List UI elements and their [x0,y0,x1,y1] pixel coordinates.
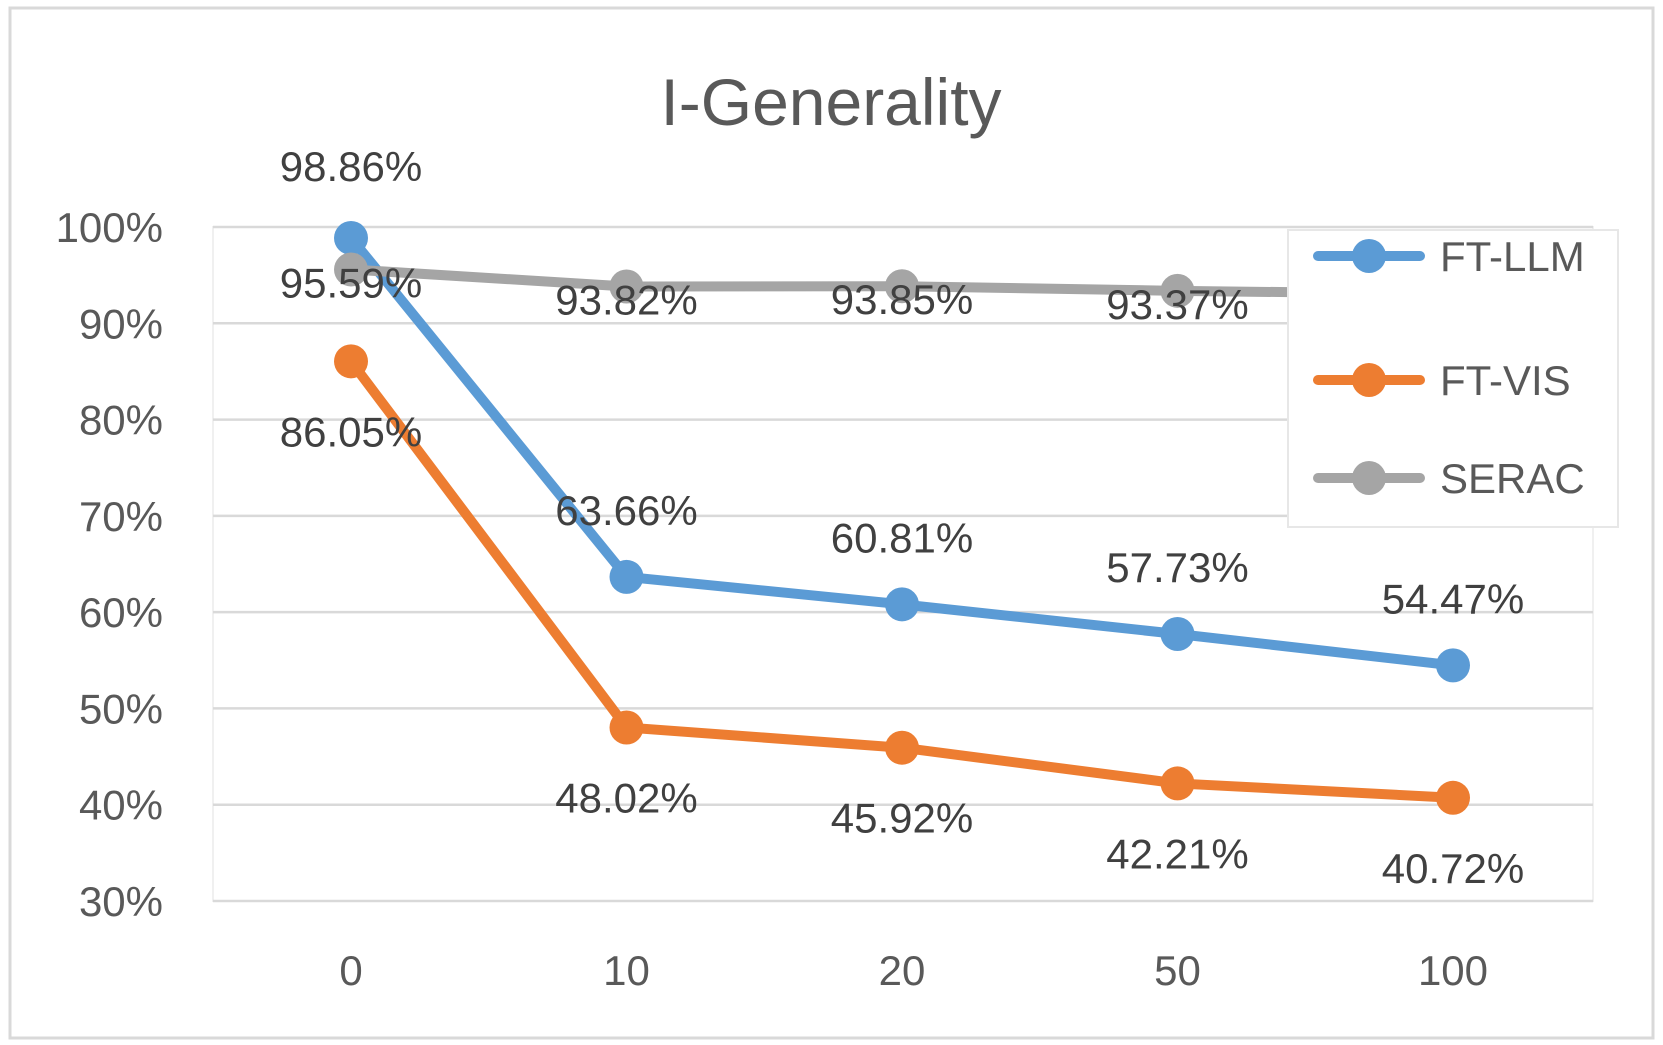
data-point-ft-vis [334,344,368,379]
data-point-ft-vis [885,730,919,765]
legend-marker-serac [1352,461,1386,495]
x-tick-label: 10 [603,947,650,994]
legend-label-ft-vis: FT-VIS [1440,357,1571,404]
y-tick-label: 90% [79,300,163,347]
data-label-ft-llm: 57.73% [1106,544,1248,591]
data-label-serac: 95.59% [280,259,422,306]
x-tick-label: 50 [1154,947,1201,994]
legend-marker-ft-vis [1352,363,1386,397]
x-tick-label: 20 [879,947,926,994]
y-tick-label: 40% [79,782,163,829]
y-tick-label: 100% [56,204,163,251]
data-point-ft-vis [1436,780,1470,815]
data-point-ft-vis [609,710,644,745]
data-label-ft-llm: 54.47% [1382,575,1524,622]
data-label-ft-vis: 40.72% [1382,845,1524,892]
data-point-serac [1160,273,1195,308]
y-tick-label: 80% [79,397,163,444]
data-label-ft-vis: 86.05% [280,408,422,455]
data-label-serac: 93.85% [831,276,973,323]
x-tick-label: 100 [1418,947,1488,994]
data-label-ft-vis: 42.21% [1106,830,1248,877]
data-label-ft-vis: 45.92% [831,795,973,842]
data-point-ft-llm [1436,648,1470,683]
legend-marker-ft-llm [1352,239,1386,273]
data-label-serac: 93.37% [1106,281,1248,328]
data-label-ft-vis: 48.02% [555,774,697,821]
y-tick-label: 50% [79,685,163,732]
data-label-ft-llm: 98.86% [280,143,422,190]
data-label-ft-llm: 60.81% [831,514,973,561]
y-tick-label: 60% [79,589,163,636]
data-point-serac [334,252,368,287]
data-point-serac [609,269,644,304]
legend-label-serac: SERAC [1440,455,1585,502]
legend-label-ft-llm: FT-LLM [1440,233,1585,280]
data-point-ft-llm [609,559,644,594]
data-point-ft-llm [334,220,368,255]
x-tick-label: 0 [339,947,362,994]
y-tick-label: 70% [79,493,163,540]
data-point-ft-llm [885,587,919,622]
data-label-ft-llm: 63.66% [555,487,697,534]
data-point-ft-vis [1160,766,1195,801]
y-tick-label: 30% [79,878,163,925]
data-point-serac [885,269,919,304]
chart-title: I-Generality [660,65,1001,139]
data-point-ft-llm [1160,616,1195,651]
data-label-serac: 93.82% [555,277,697,324]
